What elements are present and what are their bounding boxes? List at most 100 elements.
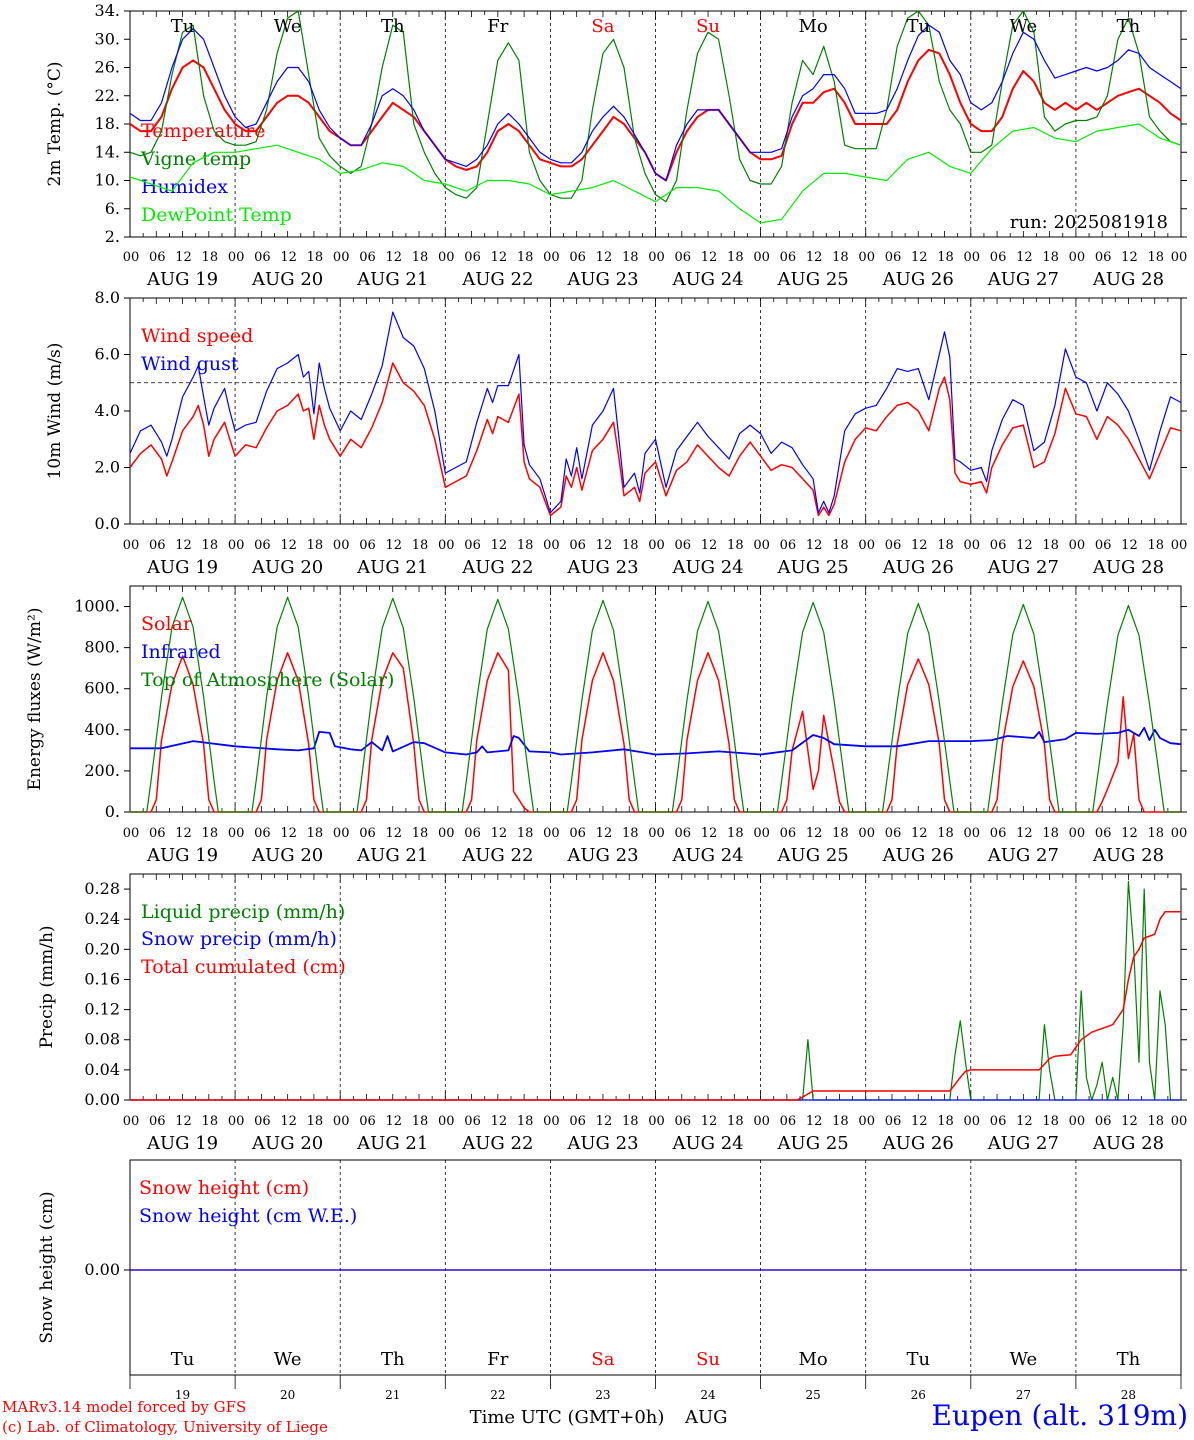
hour-tick-label: 06 <box>990 826 1007 841</box>
hour-tick-label: 06 <box>780 826 797 841</box>
hour-tick-label: 12 <box>385 538 402 553</box>
hour-tick-label: 00 <box>438 538 455 553</box>
chart-panel-5: 0.00 Snow height (cm) Snow height (cm) Snow… <box>37 1159 1187 1402</box>
hour-tick-label: 18 <box>1042 538 1059 553</box>
y-tick-label: 0.04 <box>84 1060 120 1079</box>
legend-entry: Snow height (cm W.E.) <box>139 1205 357 1227</box>
day-label: Tu <box>171 1349 195 1370</box>
day-label: Th <box>1117 16 1141 37</box>
hour-tick-label: 00 <box>543 826 560 841</box>
hour-tick-label: 12 <box>596 1114 613 1129</box>
hour-tick-label: 18 <box>517 826 534 841</box>
run-label: run: 2025081918 <box>1010 212 1168 233</box>
hour-tick-label: 18 <box>622 538 639 553</box>
y-axis-label: Snow height (cm) <box>37 1191 57 1343</box>
hour-tick-label: 12 <box>280 250 297 265</box>
hour-tick-label: 18 <box>412 1114 429 1129</box>
y-tick-label: 0.00 <box>84 1260 120 1279</box>
hour-tick-label: 06 <box>885 1114 902 1129</box>
day-label: Th <box>1117 1349 1141 1370</box>
series-line-humidex <box>129 24 1182 182</box>
hour-tick-label: 00 <box>648 250 665 265</box>
hour-tick-label: 00 <box>1069 826 1086 841</box>
day-number-label: 20 <box>280 1388 295 1402</box>
hour-tick-label: 18 <box>202 1114 219 1129</box>
hour-tick-label: 06 <box>569 538 586 553</box>
hour-tick-label: 18 <box>1147 826 1164 841</box>
hour-tick-label: 00 <box>753 538 770 553</box>
hour-tick-label: 18 <box>202 538 219 553</box>
y-tick-label: 34. <box>95 1 120 20</box>
series-line-wind-gust <box>129 311 1182 514</box>
hour-tick-label: 00 <box>543 1114 560 1129</box>
hour-tick-label: 12 <box>280 538 297 553</box>
hour-tick-label: 12 <box>596 826 613 841</box>
y-tick-label: 0.0 <box>95 514 120 533</box>
hour-tick-label: 18 <box>1042 826 1059 841</box>
date-label: AUG 24 <box>671 1133 743 1154</box>
chart-panel-3: 0. 200. 400. 600. 800. 1000. Energy fluxes (W/… <box>25 585 1187 866</box>
date-label: AUG 26 <box>882 845 954 866</box>
hour-tick-label: 18 <box>622 1114 639 1129</box>
day-label: Sa <box>591 16 614 37</box>
chart-panel-4: 0.00 0.04 0.08 0.12 0.16 0.20 0.24 0.28 Precip (… <box>37 873 1188 1154</box>
series-line-vigne-temp <box>129 10 1182 203</box>
hour-tick-label: 00 <box>228 250 245 265</box>
day-label: We <box>274 16 302 37</box>
hour-tick-label: 12 <box>1016 826 1033 841</box>
hour-tick-label: 12 <box>385 250 402 265</box>
day-number-label: 28 <box>1121 1388 1136 1402</box>
day-label: Tu <box>906 16 930 37</box>
station-label: Eupen (alt. 319m) <box>931 1399 1188 1432</box>
hour-tick-label: 18 <box>1147 250 1164 265</box>
hour-tick-label: 00 <box>964 538 981 553</box>
date-label: AUG 22 <box>461 1133 533 1154</box>
y-tick-label: 8.0 <box>95 288 120 307</box>
hour-tick-label: 00 <box>648 538 665 553</box>
y-tick-label: 4.0 <box>95 401 120 420</box>
hour-tick-label: 12 <box>911 826 928 841</box>
hour-tick-label: 06 <box>569 1114 586 1129</box>
hour-tick-label: 06 <box>149 250 166 265</box>
day-label: Su <box>696 1349 720 1370</box>
date-label: AUG 23 <box>566 1133 638 1154</box>
hour-tick-label: 00 <box>1171 1114 1188 1129</box>
hour-tick-label: 06 <box>149 538 166 553</box>
hour-tick-label: 06 <box>675 1114 692 1129</box>
y-tick-label: 2. <box>105 227 120 246</box>
day-number-label: 22 <box>490 1388 505 1402</box>
y-tick-label: 30. <box>95 29 120 48</box>
hour-tick-label: 00 <box>123 826 140 841</box>
date-label: AUG 25 <box>777 1133 849 1154</box>
legend-entry: Total cumulated (cm) <box>141 956 346 978</box>
hour-tick-label: 12 <box>701 250 718 265</box>
hour-tick-label: 00 <box>1069 250 1086 265</box>
legend-entry: Humidex <box>141 176 228 198</box>
date-label: AUG 20 <box>251 845 323 866</box>
hour-tick-label: 12 <box>175 826 192 841</box>
hour-tick-label: 00 <box>438 1114 455 1129</box>
hour-tick-label: 18 <box>622 250 639 265</box>
y-tick-label: 600. <box>84 679 120 698</box>
legend-entry: Temperature <box>141 120 265 142</box>
legend-entry: Top of Atmosphere (Solar) <box>141 669 394 691</box>
hour-tick-label: 00 <box>123 538 140 553</box>
hour-tick-label: 12 <box>491 250 508 265</box>
hour-tick-label: 18 <box>412 250 429 265</box>
y-tick-label: 22. <box>95 86 120 105</box>
hour-tick-label: 12 <box>701 538 718 553</box>
day-label: Tu <box>171 16 195 37</box>
hour-tick-label: 12 <box>385 826 402 841</box>
day-label: Tu <box>906 1349 930 1370</box>
date-label: AUG 22 <box>461 269 533 290</box>
series-line-total-cumulated-cm- <box>130 910 1181 1101</box>
hour-tick-label: 12 <box>911 1114 928 1129</box>
hour-tick-label: 12 <box>701 1114 718 1129</box>
month-label: AUG <box>684 1407 728 1428</box>
hour-tick-label: 12 <box>491 538 508 553</box>
y-tick-label: 0.16 <box>84 969 120 988</box>
hour-tick-label: 06 <box>569 250 586 265</box>
day-label: Fr <box>487 1349 508 1370</box>
hour-tick-label: 00 <box>333 250 350 265</box>
hour-tick-label: 18 <box>832 538 849 553</box>
